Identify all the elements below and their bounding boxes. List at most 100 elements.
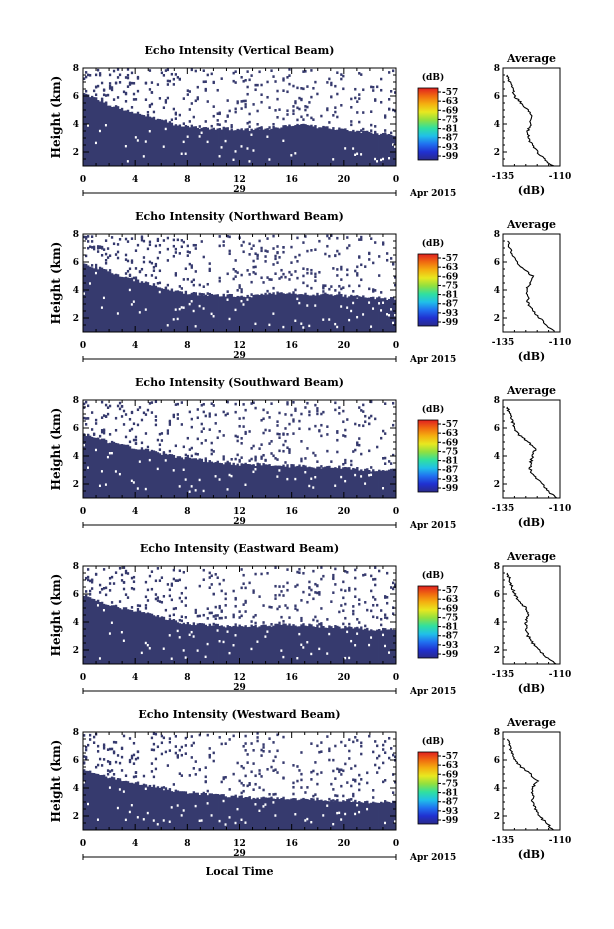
echo-cell [244, 430, 247, 434]
echo-cell [288, 451, 291, 454]
echo-cell [376, 85, 379, 89]
x-tick-label: 4 [132, 507, 138, 517]
echo-cell [356, 295, 359, 298]
echo-cell [308, 413, 311, 417]
echo-cell [378, 274, 381, 277]
echo-column [242, 130, 245, 166]
echo-cell [330, 81, 333, 85]
echo-cell [198, 614, 201, 618]
echo-gap [370, 636, 373, 639]
echo-column [238, 296, 241, 332]
echo-cell [230, 126, 233, 129]
echo-cell [254, 782, 257, 786]
echo-cell [102, 429, 106, 433]
echo-column [140, 612, 144, 664]
echo-cell [266, 276, 269, 279]
echo-cell [150, 762, 154, 765]
echo-cell [194, 608, 197, 612]
echo-cell [294, 255, 297, 259]
echo-cell [164, 101, 168, 104]
echo-cell [180, 287, 183, 290]
echo-gap [266, 630, 269, 633]
echo-cell [112, 441, 116, 445]
echo-cell [364, 573, 367, 576]
echo-cell [362, 410, 365, 413]
echo-cell [306, 271, 309, 275]
echo-cell [244, 432, 247, 435]
echo-gap [340, 475, 343, 479]
echo-column [246, 294, 249, 332]
echo-column [266, 294, 269, 332]
echo-cell [100, 245, 104, 249]
echo-column [138, 282, 142, 332]
echo-gap [108, 632, 112, 635]
echo-cell [312, 618, 315, 622]
echo-cell [88, 733, 92, 737]
echo-cell [174, 735, 177, 738]
echo-column [272, 292, 275, 332]
echo-cell [222, 410, 225, 414]
echo-cell [168, 588, 172, 592]
echo-gap [254, 803, 257, 806]
echo-cell [288, 270, 291, 274]
echo-cell [278, 585, 281, 588]
echo-column [284, 466, 287, 498]
echo-cell [386, 252, 389, 255]
echo-column [386, 629, 389, 664]
echo-gap [286, 477, 289, 481]
echo-cell [260, 797, 263, 800]
echo-cell [108, 82, 112, 85]
echo-cell [342, 596, 345, 600]
echo-cell [124, 272, 128, 275]
echo-cell [128, 81, 132, 85]
echo-cell [334, 744, 337, 748]
profile-x-tick-label: -110 [549, 836, 572, 846]
echo-column [334, 625, 337, 664]
echo-cell [244, 599, 247, 603]
echo-cell [104, 415, 108, 418]
echo-cell [318, 750, 321, 754]
echo-cell [334, 583, 337, 586]
echo-column [124, 607, 128, 664]
echo-cell [184, 604, 187, 607]
echo-cell [360, 741, 363, 745]
profile-frame [502, 731, 561, 831]
echo-column [184, 125, 188, 166]
echo-cell [144, 784, 148, 787]
echo-cell [394, 283, 397, 287]
echo-column [296, 626, 299, 664]
echo-cell [102, 414, 106, 417]
date-label: Apr 2015 [409, 189, 456, 199]
echo-cell [130, 259, 134, 262]
echo-column [318, 800, 321, 830]
echo-column [282, 796, 285, 830]
profile-frame [502, 233, 561, 333]
echo-column [306, 626, 309, 664]
echo-cell [268, 278, 271, 281]
echo-column [148, 285, 152, 332]
echo-column [346, 297, 349, 332]
x-tick-label: 20 [338, 839, 351, 849]
echo-cell [368, 416, 371, 420]
echo-gap [344, 479, 347, 483]
echo-cell [376, 616, 379, 619]
echo-column [144, 784, 148, 830]
echo-cell [388, 460, 391, 463]
echo-column [172, 619, 176, 664]
echo-column [168, 618, 172, 664]
echo-column [350, 626, 353, 664]
echo-cell [352, 450, 355, 453]
colorbar-tick-label: -87 [442, 134, 458, 144]
echo-column [352, 467, 355, 498]
echo-cell [392, 581, 395, 585]
echo-cell [224, 775, 227, 779]
echo-column [378, 628, 381, 664]
echo-cell [196, 408, 199, 411]
echo-cell [356, 265, 359, 269]
echo-cell [194, 69, 197, 73]
echo-cell [246, 92, 249, 96]
echo-column [238, 129, 241, 166]
echo-column [322, 625, 325, 664]
echo-cell [220, 609, 223, 613]
echo-gap [350, 309, 353, 313]
